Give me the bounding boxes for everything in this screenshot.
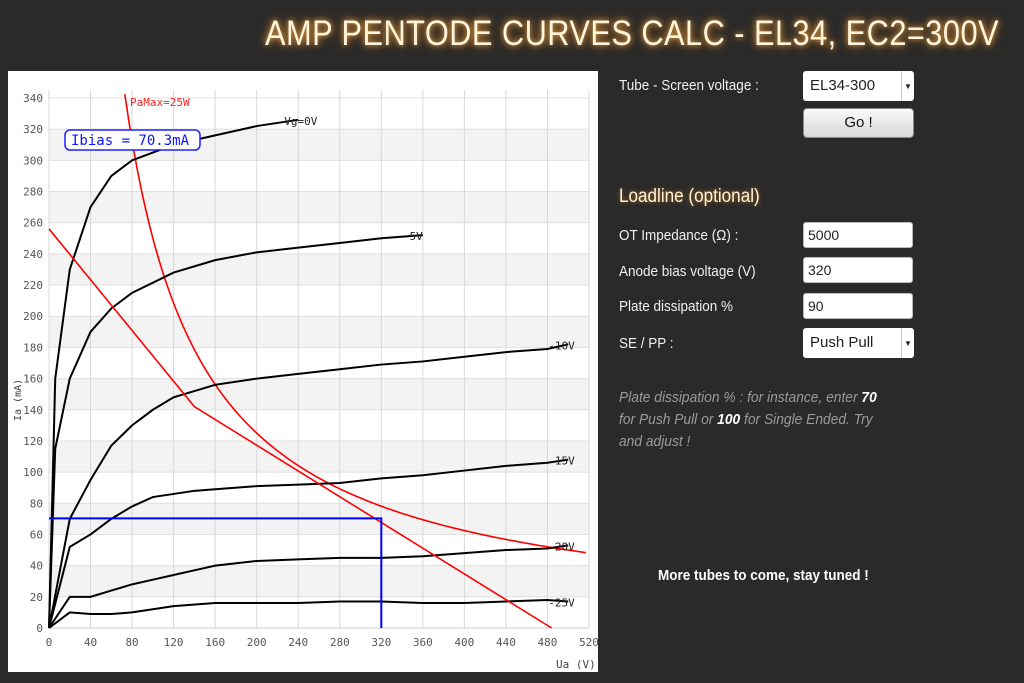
ibias-box [64,129,201,151]
curve-15V [48,458,569,629]
y-tick-label: 240 [23,248,43,261]
anode-bias-label: Anode bias voltage (V) [619,263,756,280]
grid-band [49,253,589,286]
y-tick-label: 300 [23,154,43,167]
curve-label: Vg=0V [284,115,317,128]
x-tick-label: 80 [125,636,138,649]
x-tick-label: 360 [413,636,433,649]
ot-impedance-input[interactable] [803,222,913,248]
x-axis-label: Ua (V) [556,658,596,671]
x-tick-label: 280 [330,636,350,649]
x-tick-label: 440 [496,636,516,649]
x-tick-label: 120 [164,636,184,649]
grid-band [49,440,589,473]
grid-band [49,565,589,597]
curve-loadline [48,228,553,629]
pentode-curves-chart: 0 20 40 60 80 100 120 140 160 180 200 220 240 260 280 3… [8,71,599,672]
y-tick-label: 80 [30,497,43,510]
grid-band [49,191,589,223]
curve-label: -20V [548,540,575,553]
y-tick-label: 340 [23,92,43,105]
grid-band [49,316,589,348]
x-tick-label: 520 [579,636,598,649]
curve-label: -25V [548,597,575,610]
grid-band [49,378,589,410]
chevron-down-icon: ▼ [901,71,914,101]
x-tick-label: 240 [288,636,308,649]
curve-label: -15V [548,455,575,468]
se-pp-select[interactable]: Push Pull ▼ [803,328,914,358]
pamax-label: PaMax=25W [130,96,190,109]
tube-label: Tube - Screen voltage : [619,77,759,94]
x-tick-label: 40 [84,636,97,649]
y-tick-label: 0 [36,622,43,635]
curve-25V [48,598,569,629]
hint-part: for Single Ended. Try and adjust ! [619,411,873,450]
pamax-curve [124,94,586,554]
hint-text: Plate dissipation % : for instance, ente… [619,387,895,453]
ot-impedance-label: OT Impedance (Ω) : [619,227,739,244]
curve-20V [48,544,569,629]
y-tick-label: 120 [23,435,43,448]
ibias-label: Ibias = 70.3mA [71,133,190,149]
tube-select[interactable]: EL34-300 ▼ [803,71,914,101]
x-tick-label: 200 [247,636,267,649]
y-tick-label: 280 [23,186,43,199]
go-button[interactable]: Go ! [803,108,914,138]
bias-point-lines [49,517,383,628]
y-tick-label: 140 [23,404,43,417]
y-tick-label: 320 [23,123,43,136]
plate-dissipation-label: Plate dissipation % [619,298,734,315]
y-tick-label: 40 [30,560,43,573]
tube-select-value: EL34-300 [810,77,876,94]
y-tick-label: 100 [23,466,43,479]
se-pp-label: SE / PP : [619,335,674,352]
hint-part: Plate dissipation % : for instance, ente… [619,389,862,406]
curve-label: -5V [403,230,423,243]
y-tick-label: 200 [23,310,43,323]
x-tick-label: 400 [454,636,474,649]
x-tick-label: 0 [46,636,53,649]
y-tick-label: 20 [30,591,43,604]
se-pp-select-value: Push Pull [810,334,874,351]
y-tick-label: 180 [23,341,43,354]
curve-Vg0V [48,118,299,629]
page-title: AMP PENTODE CURVES CALC - EL34, EC2=300V [265,14,1000,53]
curve-label: -10V [548,339,575,352]
more-tubes-note: More tubes to come, stay tuned ! [658,567,869,584]
hint-70: 70 [861,389,877,406]
anode-bias-input[interactable] [803,257,913,283]
y-tick-label: 220 [23,279,43,292]
plate-dissipation-input[interactable] [803,293,913,319]
curve-5V [48,234,423,629]
y-tick-label: 260 [23,217,43,230]
x-tick-label: 480 [538,636,558,649]
chevron-down-icon: ▼ [901,328,914,358]
x-tick-label: 320 [371,636,391,649]
hint-100: 100 [717,411,741,428]
loadline-section-title: Loadline (optional) [619,186,760,207]
y-tick-label: 160 [23,373,43,386]
curve-10V [48,343,569,629]
chart-svg: 0 20 40 60 80 100 120 140 160 180 200 220 240 260 280 3… [13,90,599,671]
x-tick-label: 160 [205,636,225,649]
y-tick-label: 60 [30,528,43,541]
y-axis-label: Ia (mA) [13,379,24,421]
hint-part: for Push Pull or [619,411,718,428]
